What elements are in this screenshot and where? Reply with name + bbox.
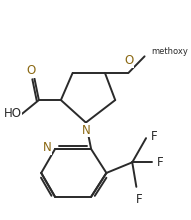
Text: methoxy: methoxy bbox=[151, 48, 188, 57]
Text: F: F bbox=[157, 156, 164, 169]
Text: N: N bbox=[43, 141, 52, 154]
Text: O: O bbox=[27, 64, 36, 77]
Text: N: N bbox=[82, 124, 91, 137]
Text: O: O bbox=[124, 54, 133, 68]
Text: F: F bbox=[136, 193, 142, 206]
Text: HO: HO bbox=[4, 108, 22, 121]
Text: F: F bbox=[151, 130, 158, 143]
